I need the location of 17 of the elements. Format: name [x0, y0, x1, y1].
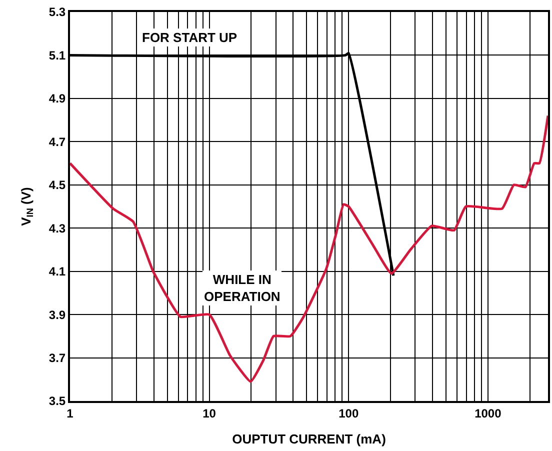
y-tick-label: 3.7: [48, 350, 66, 365]
y-tick-label: 4.7: [48, 134, 66, 149]
y-tick-label: 3.9: [48, 308, 66, 322]
y-tick-label: 4.3: [48, 221, 66, 236]
annotation: WHILE IN OPERATION: [204, 272, 280, 304]
x-tick-label: 10: [202, 406, 216, 420]
annotation: FOR START UP: [142, 30, 238, 45]
x-axis-title: OUPTUT CURRENT (mA): [232, 432, 386, 446]
y-tick-label: 5.3: [48, 5, 66, 20]
y-tick-label: 4.9: [48, 92, 66, 106]
y-tick-label: 5.1: [48, 48, 66, 62]
y-tick-label: 4.5: [48, 178, 66, 192]
x-tick-label: 1000: [474, 406, 502, 420]
y-tick-label: 4.1: [48, 264, 66, 279]
x-tick-label: 1: [66, 406, 74, 420]
y-tick-label: 3.5: [48, 394, 66, 408]
x-tick-label: 100: [338, 406, 359, 420]
